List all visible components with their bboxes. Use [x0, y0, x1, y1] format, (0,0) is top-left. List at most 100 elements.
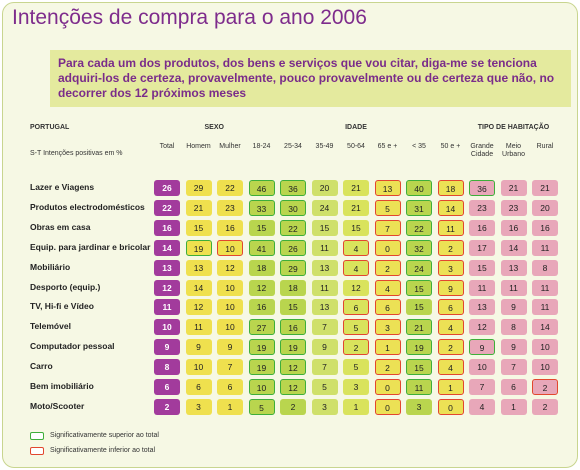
table-cell: 23: [217, 199, 243, 216]
group-label: TIPO DE HABITAÇÃO: [477, 124, 550, 131]
table-cell: 9: [185, 339, 212, 356]
column-label: 25-34: [284, 143, 302, 150]
table-cell: 15: [469, 259, 495, 276]
table-cell: 46: [248, 180, 275, 196]
table-cell: 1: [500, 398, 527, 415]
table-cell: 9: [469, 339, 495, 356]
table-cell: 2: [532, 398, 558, 415]
table-cell: 23: [469, 199, 495, 216]
table-cell: 12: [185, 299, 212, 316]
table-cell: 0: [374, 398, 401, 415]
column-label: Grande Cidade: [470, 143, 494, 158]
table-cell: 2: [437, 239, 464, 256]
table-cell: 20: [311, 180, 338, 196]
table-cell: 23: [500, 199, 527, 216]
table-cell: 13: [154, 259, 180, 276]
table-cell: 11: [437, 219, 464, 236]
table-cell: 12: [217, 259, 243, 276]
table-cell: 20: [532, 199, 558, 216]
table-cell: 15: [248, 219, 275, 236]
row-label: Mobiliário: [30, 261, 71, 272]
table-cell: 17: [469, 239, 495, 256]
question: Para cada um dos produtos, dos bens e se…: [50, 50, 571, 107]
table-cell: 15: [343, 219, 369, 236]
table-cell: 6: [500, 379, 527, 395]
table-cell: 19: [248, 359, 275, 376]
table-cell: 8: [154, 359, 180, 376]
table-cell: 15: [406, 299, 432, 316]
table-cell: 7: [374, 219, 401, 236]
title: Intenções de compra para o ano 2006: [12, 6, 367, 29]
row-label: Equip. para jardinar e bricolar: [30, 241, 151, 252]
row-label: Obras em casa: [30, 221, 91, 232]
table-cell: 1: [217, 398, 243, 415]
table-cell: 22: [406, 219, 432, 236]
table-cell: 10: [217, 239, 243, 256]
table-cell: 7: [311, 359, 338, 376]
table-cell: 16: [469, 219, 495, 236]
table-cell: 15: [406, 359, 432, 376]
row-label: Produtos electrodomésticos: [30, 201, 145, 212]
table-cell: 4: [437, 319, 464, 336]
table-cell: 14: [185, 279, 212, 296]
table-cell: 13: [311, 259, 338, 276]
table-cell: 9: [217, 339, 243, 356]
group-label: SEXO: [204, 124, 224, 131]
table-cell: 4: [469, 398, 495, 415]
column-label: 35-49: [315, 143, 334, 150]
table-cell: 7: [217, 359, 243, 376]
table-cell: 3: [406, 398, 432, 415]
table-cell: 10: [532, 339, 558, 356]
table-cell: 11: [185, 319, 212, 336]
table-cell: 15: [185, 219, 212, 236]
legend-label: Significativamente superior ao total: [50, 432, 159, 439]
table-cell: 12: [280, 359, 306, 376]
table-cell: 7: [311, 319, 338, 336]
column-label: Meio Urbano: [502, 143, 525, 158]
table-cell: 10: [217, 319, 243, 336]
table-cell: 32: [406, 239, 432, 256]
group-label: PORTUGAL: [30, 124, 70, 131]
table-cell: 11: [532, 239, 558, 256]
row-label: Lazer e Viagens: [30, 182, 95, 192]
table-cell: 21: [500, 180, 527, 196]
table-cell: 21: [185, 199, 212, 216]
table-cell: 13: [311, 299, 338, 316]
table-cell: 36: [280, 180, 306, 196]
table-cell: 6: [374, 299, 401, 316]
table-cell: 2: [437, 339, 464, 356]
column-label: Rural: [536, 143, 554, 150]
table-cell: 10: [217, 279, 243, 296]
table-cell: 0: [374, 239, 401, 256]
table-cell: 12: [248, 279, 275, 296]
table-cell: 21: [343, 180, 369, 196]
table-cell: 24: [311, 199, 338, 216]
table-cell: 16: [532, 219, 558, 236]
table-cell: 18: [437, 180, 464, 196]
table-cell: 7: [469, 379, 495, 395]
table-cell: 22: [217, 180, 243, 196]
table-cell: 16: [248, 299, 275, 316]
table-cell: 30: [280, 199, 306, 216]
table-cell: 31: [406, 199, 432, 216]
table-cell: 12: [343, 279, 369, 296]
table-cell: 6: [154, 379, 180, 395]
table-cell: 3: [437, 259, 464, 276]
column-label: 65 e +: [377, 143, 398, 150]
table-cell: 10: [185, 359, 212, 376]
table-cell: 13: [374, 180, 401, 196]
table-cell: 9: [311, 339, 338, 356]
table-cell: 29: [280, 259, 306, 276]
table-cell: 2: [374, 359, 401, 376]
table-cell: 22: [154, 199, 180, 216]
row-label: Moto/Scooter: [30, 400, 85, 411]
table-cell: 16: [280, 319, 306, 336]
table-cell: 14: [500, 239, 527, 256]
table-cell: 11: [154, 299, 180, 316]
column-label: Homem: [186, 143, 211, 150]
table-cell: 10: [532, 359, 558, 376]
table-cell: 1: [437, 379, 464, 395]
table-cell: 2: [280, 398, 306, 415]
table-cell: 7: [500, 359, 527, 376]
